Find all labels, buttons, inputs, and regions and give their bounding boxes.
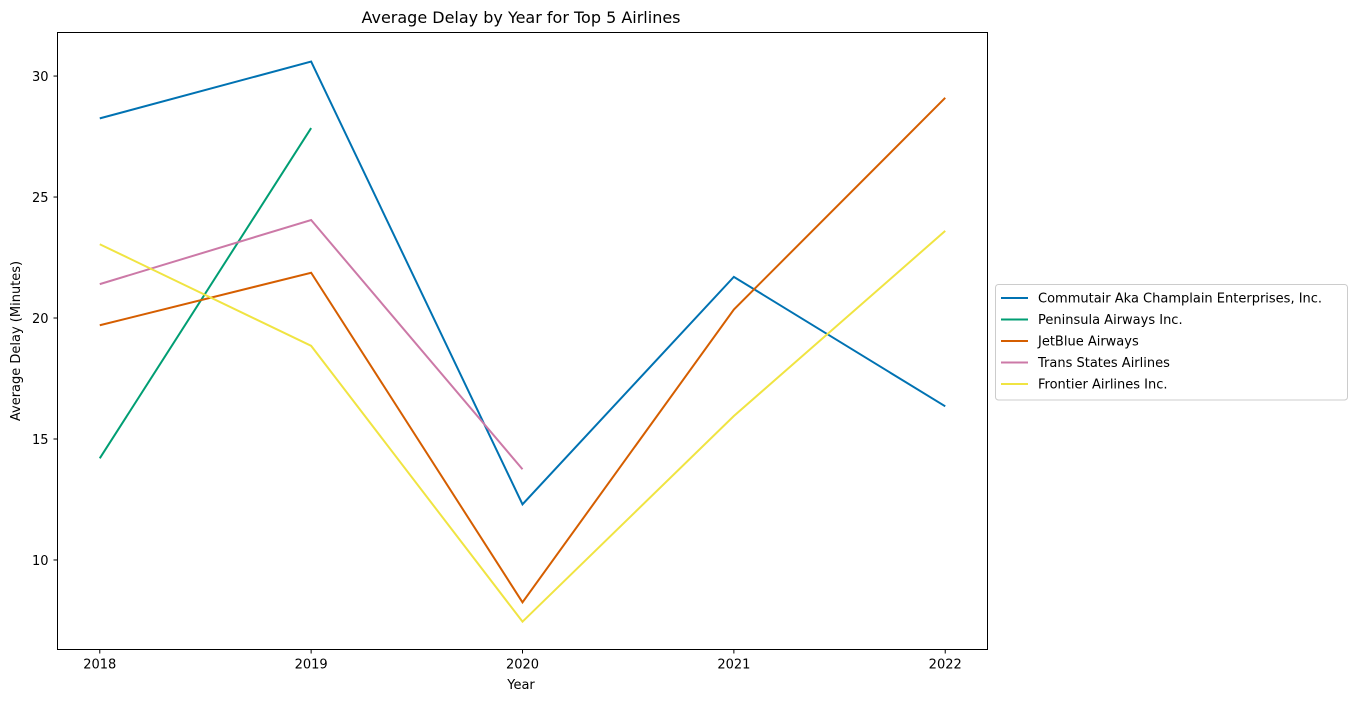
legend-label: JetBlue Airways <box>1037 335 1139 350</box>
x-tick-label: 2022 <box>929 658 962 673</box>
legend-box <box>995 284 1348 401</box>
series-line-4 <box>99 230 946 624</box>
x-axis: 2018 2019 2020 2021 2022 <box>83 649 962 673</box>
x-tick-label: 2021 <box>717 658 750 673</box>
series-line-0 <box>99 60 946 507</box>
chart-title: Average Delay by Year for Top 5 Airlines <box>361 8 680 27</box>
plot-frame <box>57 32 988 650</box>
legend-label: Trans States Airlines <box>1037 356 1170 371</box>
y-tick-label: 15 <box>32 433 49 448</box>
y-axis: 10 15 20 25 30 <box>32 70 58 569</box>
y-tick-label: 20 <box>32 312 49 327</box>
y-tick-label: 25 <box>32 191 49 206</box>
y-axis-label: Average Delay (Minutes) <box>9 261 24 421</box>
series-line-1 <box>98 127 312 459</box>
x-tick-label: 2019 <box>295 658 328 673</box>
x-axis-label: Year <box>506 678 535 693</box>
legend-label: Commutair Aka Champlain Enterprises, Inc… <box>1038 292 1322 307</box>
x-tick-label: 2020 <box>506 658 539 673</box>
series-line-2 <box>99 97 946 605</box>
y-tick-label: 10 <box>32 554 49 569</box>
legend-label: Frontier Airlines Inc. <box>1038 378 1168 393</box>
legend-label: Peninsula Airways Inc. <box>1038 313 1183 328</box>
series-line-3 <box>99 218 524 470</box>
y-tick-label: 30 <box>32 70 49 85</box>
x-tick-label: 2018 <box>83 658 116 673</box>
legend: Commutair Aka Champlain Enterprises, Inc… <box>995 284 1348 401</box>
series-lines <box>98 60 946 624</box>
